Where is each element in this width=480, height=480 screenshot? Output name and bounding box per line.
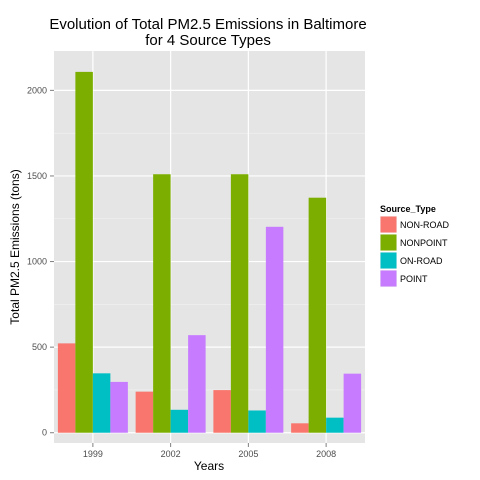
bar-point-1999 xyxy=(110,381,128,433)
legend: Source_Type NON-ROAD NONPOINT ON-ROAD POINT xyxy=(380,204,449,287)
bar-on-road-2008 xyxy=(326,417,344,433)
legend-items: NON-ROAD NONPOINT ON-ROAD POINT xyxy=(380,216,449,287)
bar-on-road-1999 xyxy=(92,373,111,433)
legend-swatch-non-road xyxy=(380,216,397,233)
y-tick-label: 500 xyxy=(32,342,47,352)
y-axis-title: Total PM2.5 Emissions (tons) xyxy=(8,169,22,324)
bar-non-road-2002 xyxy=(135,391,154,433)
bar-point-2008 xyxy=(343,373,362,433)
chart-title-line-2: for 4 Source Types xyxy=(145,32,271,49)
bar-on-road-2005 xyxy=(248,410,266,433)
legend-label: ON-ROAD xyxy=(400,256,443,266)
legend-swatch-nonpoint xyxy=(380,234,397,251)
bar-point-2005 xyxy=(265,226,284,433)
legend-title: Source_Type xyxy=(380,204,436,214)
bar-point-2002 xyxy=(188,335,206,433)
x-tick-label: 2008 xyxy=(316,449,336,459)
y-tick-label: 0 xyxy=(42,428,47,438)
y-tick-label: 2000 xyxy=(27,85,47,95)
legend-label: POINT xyxy=(400,274,428,284)
legend-swatch-point xyxy=(380,270,397,287)
bar-non-road-2005 xyxy=(213,390,231,433)
x-tick-label: 2002 xyxy=(161,449,181,459)
bar-non-road-2008 xyxy=(291,423,309,433)
x-axis-ticks: 1999 2002 2005 2008 xyxy=(83,443,336,459)
legend-swatch-on-road xyxy=(380,252,397,269)
bar-nonpoint-2005 xyxy=(230,174,249,433)
bars xyxy=(57,71,362,433)
bar-on-road-2002 xyxy=(170,409,189,433)
legend-label: NONPOINT xyxy=(400,238,448,248)
bar-non-road-1999 xyxy=(57,343,76,433)
bar-nonpoint-2002 xyxy=(153,174,171,433)
chart-title-line-1: Evolution of Total PM2.5 Emissions in Ba… xyxy=(49,16,366,33)
legend-label: NON-ROAD xyxy=(400,220,449,230)
y-tick-label: 1000 xyxy=(27,257,47,267)
x-tick-label: 1999 xyxy=(83,449,103,459)
y-tick-label: 1500 xyxy=(27,171,47,181)
bar-nonpoint-1999 xyxy=(75,71,93,433)
x-axis-title: Years xyxy=(194,459,224,473)
bar-nonpoint-2008 xyxy=(308,197,327,433)
x-tick-label: 2005 xyxy=(238,449,258,459)
y-axis-ticks: 0 500 1000 1500 2000 xyxy=(27,85,54,438)
